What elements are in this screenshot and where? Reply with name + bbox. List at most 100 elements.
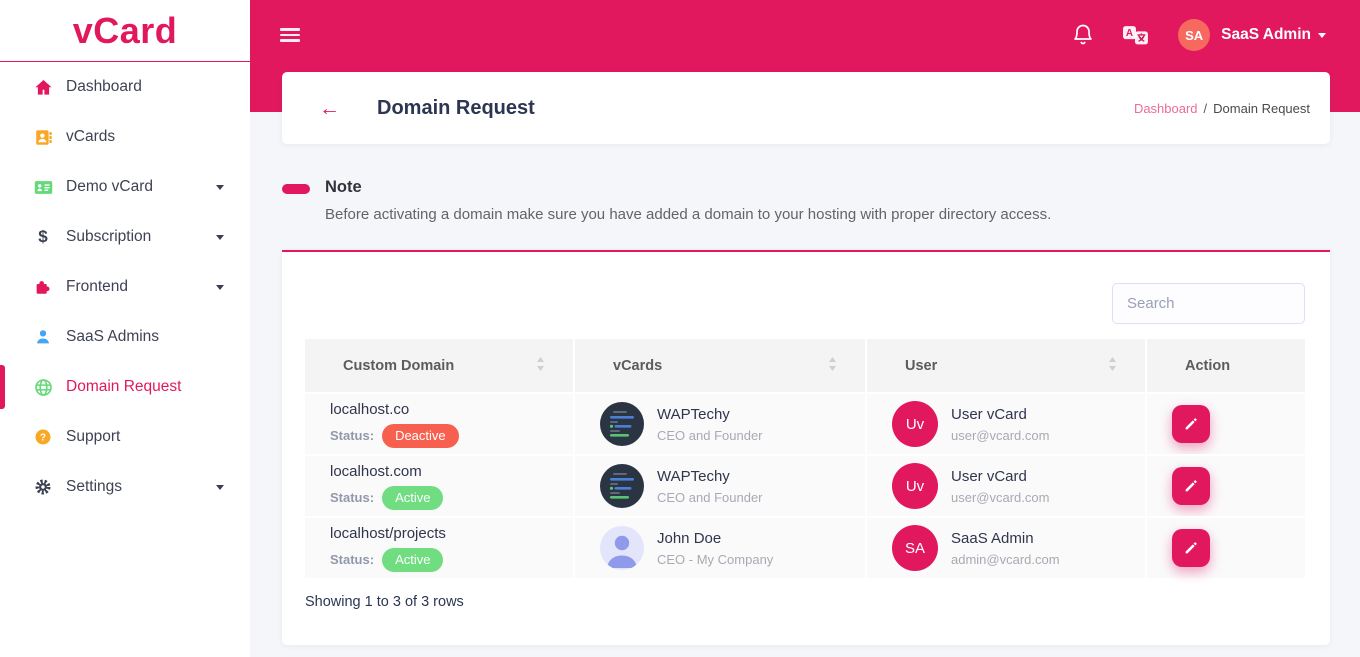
home-icon <box>33 77 53 97</box>
user-email: admin@vcard.com <box>951 551 1060 567</box>
user-avatar: SA <box>892 525 938 571</box>
avatar[interactable]: SA <box>1178 19 1211 51</box>
sidebar-item-saas-admins[interactable]: SaaS Admins <box>0 312 250 362</box>
note-section: Note Before activating a domain make sur… <box>282 178 1330 223</box>
app-logo[interactable]: vCard <box>72 9 178 51</box>
pencil-icon <box>1185 418 1197 430</box>
sidebar-menu: Dashboard vCards Demo vCard $ Subscripti… <box>0 62 250 512</box>
content-area: A SA SaaS Admin ← Domain Request Dashboa… <box>250 0 1360 657</box>
vcard-name: John Doe <box>657 529 722 547</box>
page-header-card: ← Domain Request Dashboard / Domain Requ… <box>282 72 1330 144</box>
sidebar-item-label: Support <box>66 428 121 445</box>
note-dash-icon <box>282 184 310 194</box>
table-row: localhost.co Status: Deactive WAPTechy <box>305 392 1305 454</box>
sort-icon[interactable] <box>1108 356 1117 375</box>
chevron-down-icon <box>216 184 224 190</box>
breadcrumb-current: Domain Request <box>1213 100 1310 116</box>
user-icon <box>33 327 53 347</box>
table-row: localhost/projects Status: Active John D… <box>305 516 1305 578</box>
chevron-down-icon <box>216 284 224 290</box>
sidebar-item-label: Domain Request <box>66 378 182 395</box>
custom-domain-value: localhost.com <box>330 462 422 480</box>
custom-domain-value: localhost/projects <box>330 524 446 542</box>
user-name: User vCard <box>951 467 1027 485</box>
status-label: Status: <box>330 552 375 567</box>
table-footer: Showing 1 to 3 of 3 rows <box>305 594 464 610</box>
vcard-name: WAPTechy <box>657 467 730 485</box>
column-header-action: Action <box>1145 339 1305 392</box>
sidebar: vCard Dashboard vCards Demo vCard <box>0 0 250 657</box>
status-label: Status: <box>330 428 375 443</box>
user-name: User vCard <box>951 405 1027 423</box>
user-avatar: Uv <box>892 401 938 447</box>
sidebar-item-label: Subscription <box>66 228 152 245</box>
search-input[interactable] <box>1112 283 1305 324</box>
topbar-right: A SA SaaS Admin <box>1071 19 1360 51</box>
status-badge: Deactive <box>382 423 459 448</box>
chevron-down-icon <box>216 234 224 240</box>
sidebar-item-label: Settings <box>66 478 123 495</box>
edit-button[interactable] <box>1172 467 1210 505</box>
gear-icon <box>33 477 53 497</box>
column-header-user[interactable]: User <box>865 339 1145 392</box>
sidebar-item-dashboard[interactable]: Dashboard <box>0 62 250 112</box>
table-header-row: Custom Domain vCards User Action <box>305 339 1305 392</box>
domain-request-card: Custom Domain vCards User Action localho <box>282 250 1330 645</box>
edit-button[interactable] <box>1172 529 1210 567</box>
vcard-subtitle: CEO and Founder <box>657 489 763 505</box>
sidebar-item-label: vCards <box>66 128 116 145</box>
sort-icon[interactable] <box>828 356 837 375</box>
logo-box: vCard <box>0 0 250 62</box>
sidebar-item-domain-request[interactable]: Domain Request <box>0 362 250 412</box>
sidebar-item-support[interactable]: ? Support <box>0 412 250 462</box>
sidebar-item-label: SaaS Admins <box>66 328 160 345</box>
domain-request-table: Custom Domain vCards User Action localho <box>305 339 1305 578</box>
column-header-vcards[interactable]: vCards <box>573 339 865 392</box>
back-button[interactable]: ← <box>319 96 340 120</box>
column-header-custom-domain[interactable]: Custom Domain <box>305 339 573 392</box>
user-name: SaaS Admin <box>951 529 1034 547</box>
user-email: user@vcard.com <box>951 489 1050 505</box>
sidebar-item-vcards[interactable]: vCards <box>0 112 250 162</box>
vcard-subtitle: CEO - My Company <box>657 551 774 567</box>
svg-text:A: A <box>1126 28 1133 39</box>
globe-icon <box>33 377 53 397</box>
note-title: Note <box>325 178 362 196</box>
bell-icon[interactable] <box>1071 23 1095 47</box>
active-indicator <box>0 365 5 409</box>
breadcrumb: Dashboard / Domain Request <box>1134 101 1310 116</box>
edit-button[interactable] <box>1172 405 1210 443</box>
caret-down-icon[interactable] <box>1318 32 1326 38</box>
user-email: user@vcard.com <box>951 427 1050 443</box>
menu-icon[interactable] <box>280 25 300 45</box>
vcard-avatar <box>600 526 644 570</box>
vcard-avatar <box>600 402 644 446</box>
page-title: Domain Request <box>377 96 535 119</box>
address-book-icon <box>33 127 53 147</box>
chevron-down-icon <box>216 484 224 490</box>
sort-icon[interactable] <box>536 356 545 375</box>
status-badge: Active <box>382 547 444 572</box>
topbar: A SA SaaS Admin <box>250 0 1360 70</box>
topbar-user-name[interactable]: SaaS Admin <box>1221 26 1311 43</box>
user-avatar: Uv <box>892 463 938 509</box>
translate-icon[interactable]: A <box>1123 25 1150 46</box>
pencil-icon <box>1185 542 1197 554</box>
note-text: Before activating a domain make sure you… <box>325 206 1052 223</box>
pencil-icon <box>1185 480 1197 492</box>
sidebar-item-demo-vcard[interactable]: Demo vCard <box>0 162 250 212</box>
breadcrumb-link-dashboard[interactable]: Dashboard <box>1133 100 1198 116</box>
puzzle-icon <box>33 277 53 297</box>
sidebar-item-frontend[interactable]: Frontend <box>0 262 250 312</box>
vcard-subtitle: CEO and Founder <box>657 427 763 443</box>
sidebar-item-label: Dashboard <box>66 78 142 95</box>
sidebar-item-label: Frontend <box>66 278 129 295</box>
svg-text:?: ? <box>40 433 46 444</box>
sidebar-item-settings[interactable]: Settings <box>0 462 250 512</box>
sidebar-item-subscription[interactable]: $ Subscription <box>0 212 250 262</box>
vcard-name: WAPTechy <box>657 405 730 423</box>
table-row: localhost.com Status: Active WAPTechy <box>305 454 1305 516</box>
custom-domain-value: localhost.co <box>330 400 410 418</box>
dollar-icon: $ <box>38 227 48 246</box>
